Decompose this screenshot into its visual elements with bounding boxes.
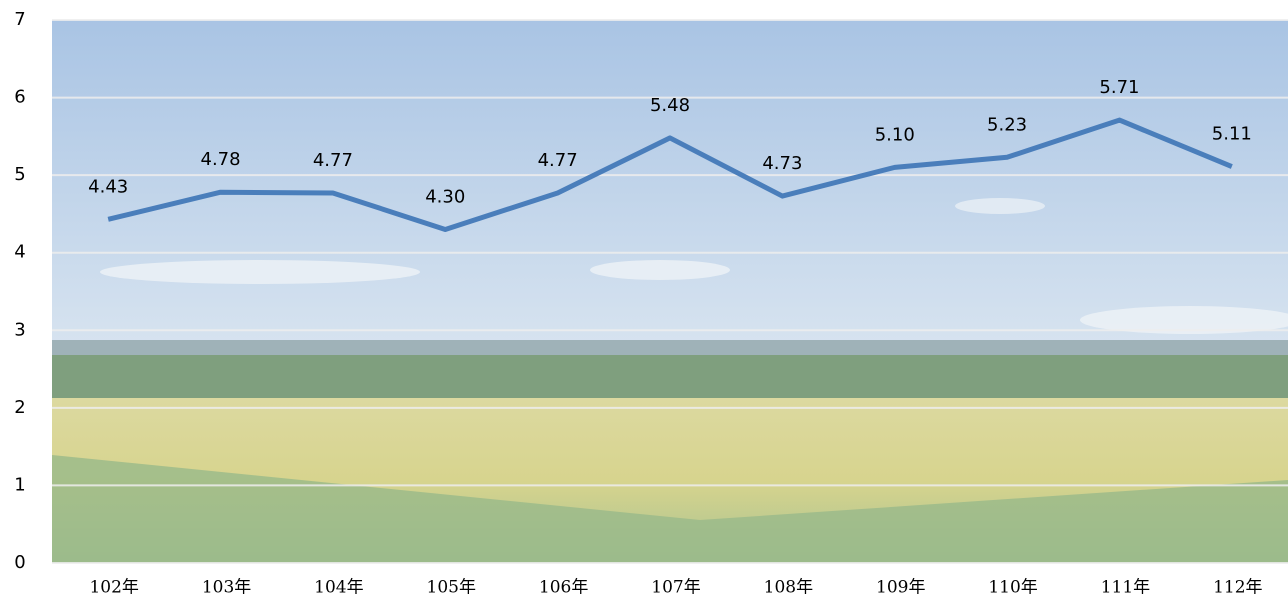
x-tick-label: 104年 <box>314 578 363 598</box>
y-tick-label: 4 <box>14 242 25 263</box>
x-tick-label: 109年 <box>876 578 925 598</box>
data-label: 4.77 <box>313 150 353 171</box>
y-tick-label: 7 <box>14 9 25 30</box>
x-tick-label: 105年 <box>427 578 476 598</box>
data-label: 4.77 <box>538 150 578 171</box>
data-label: 5.11 <box>1212 124 1252 145</box>
x-tick-label: 107年 <box>651 578 700 598</box>
background-photo <box>52 20 1288 563</box>
plot: 0 1 2 3 4 5 6 7 102年 103年 104年 105年 106年 107年 108年 109年… <box>14 9 1288 598</box>
data-label: 5.23 <box>987 114 1027 135</box>
y-tick-label: 6 <box>14 87 25 108</box>
y-tick-label: 1 <box>14 474 25 495</box>
x-tick-label: 110年 <box>988 578 1037 598</box>
data-label: 4.73 <box>762 153 802 174</box>
x-tick-label: 111年 <box>1101 578 1150 598</box>
data-label: 4.30 <box>425 186 465 207</box>
data-label: 4.43 <box>88 176 128 197</box>
y-tick-label: 2 <box>14 397 25 418</box>
data-label: 4.78 <box>201 149 241 170</box>
data-label: 5.48 <box>650 95 690 116</box>
data-label: 5.10 <box>875 124 915 145</box>
x-tick-label: 103年 <box>202 578 251 598</box>
y-tick-label: 3 <box>14 319 25 340</box>
x-tick-label: 112年 <box>1213 578 1262 598</box>
x-tick-label: 106年 <box>539 578 588 598</box>
line-series <box>107 117 1233 232</box>
y-tick-label: 0 <box>14 552 25 573</box>
y-tick-label: 5 <box>14 164 25 185</box>
x-tick-label: 102年 <box>89 578 138 598</box>
x-tick-label: 108年 <box>764 578 813 598</box>
data-label: 5.71 <box>1099 77 1139 98</box>
